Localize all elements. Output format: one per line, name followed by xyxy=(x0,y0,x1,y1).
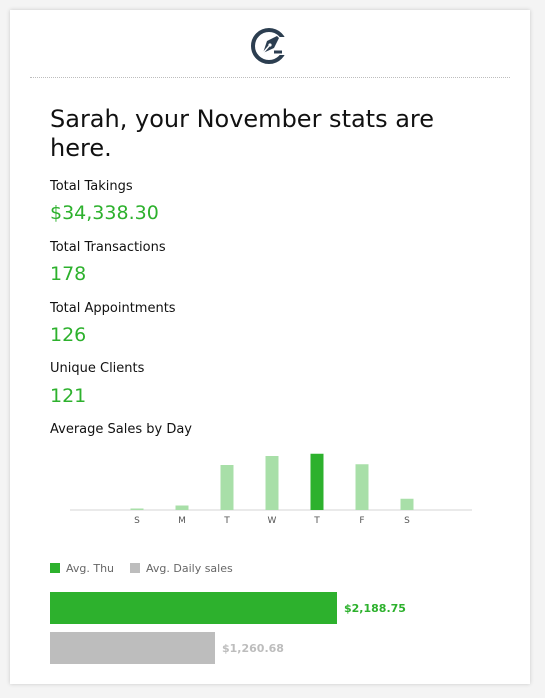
chart-tick-label-1: M xyxy=(178,516,186,526)
stat-label-unique-clients: Unique Clients xyxy=(50,361,145,376)
chart-tick-label-2: T xyxy=(223,516,230,526)
comparison-value-avg-thu: $2,188.75 xyxy=(344,602,406,615)
pen-nib-logo-icon xyxy=(251,28,288,64)
stat-value-total-appointments: 126 xyxy=(50,324,87,346)
comparison-bar-avg-daily-sales xyxy=(50,632,215,664)
legend-label-avg-daily-sales: Avg. Daily sales xyxy=(146,562,233,575)
stat-label-total-appointments: Total Appointments xyxy=(50,301,176,316)
chart-tick-label-6: S xyxy=(404,516,410,526)
chart-bar-1 xyxy=(175,505,189,510)
chart-tick-label-4: T xyxy=(313,516,320,526)
legend-swatch-green xyxy=(50,563,60,573)
chart-bar-4 xyxy=(310,453,324,510)
chart-bar-5 xyxy=(355,464,369,510)
stat-value-total-transactions: 178 xyxy=(50,263,87,285)
chart-tick-label-0: S xyxy=(134,516,140,526)
comparison-value-avg-daily-sales: $1,260.68 xyxy=(222,642,284,655)
chart-bar-2 xyxy=(220,465,234,510)
stat-value-total-takings: $34,338.30 xyxy=(50,202,159,224)
chart-title: Average Sales by Day xyxy=(50,422,192,437)
chart-bar-6 xyxy=(400,498,414,510)
chart-bar-0 xyxy=(130,508,144,510)
comparison-bar-avg-thu xyxy=(50,592,337,624)
chart-tick-label-5: F xyxy=(359,516,364,526)
header-divider xyxy=(30,77,510,78)
stat-label-total-transactions: Total Transactions xyxy=(50,240,166,255)
chart-bar-3 xyxy=(265,456,279,510)
stat-label-total-takings: Total Takings xyxy=(50,179,133,194)
email-card: Sarah, your November stats are here. Tot… xyxy=(10,10,530,684)
chart-tick-label-3: W xyxy=(268,516,277,526)
page-title: Sarah, your November stats are here. xyxy=(50,105,435,162)
stat-value-unique-clients: 121 xyxy=(50,385,87,407)
legend-label-avg-thu: Avg. Thu xyxy=(66,562,115,575)
legend-swatch-gray xyxy=(130,563,140,573)
